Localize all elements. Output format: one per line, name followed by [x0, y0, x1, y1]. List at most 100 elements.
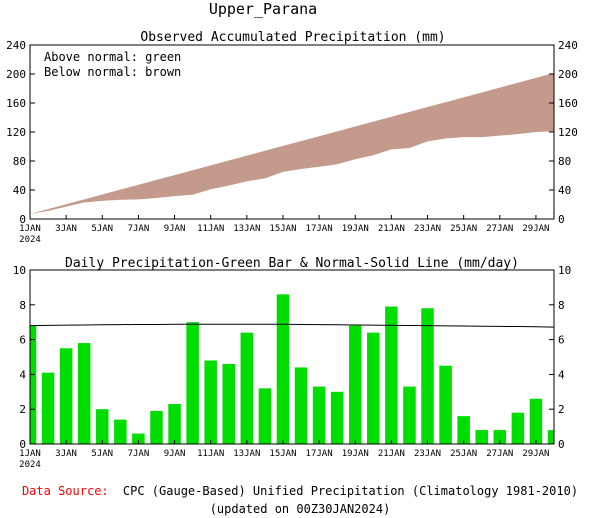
x-tick-label: 21JAN [378, 449, 405, 459]
x-tick-label: 19JAN [342, 449, 369, 459]
x-tick-label: 5JAN [91, 449, 113, 459]
x-tick-label: 23JAN [414, 449, 441, 459]
y-tick-label-left: 240 [6, 39, 26, 52]
accumulated-precipitation-chart: Observed Accumulated Precipitation (mm) … [6, 30, 578, 245]
daily-precipitation-chart: Daily Precipitation-Green Bar & Normal-S… [13, 256, 572, 470]
daily-precip-bar [59, 348, 73, 444]
y-tick-label-left: 200 [6, 68, 26, 81]
y-tick-label-right: 6 [558, 334, 565, 347]
x-tick-label: 15JAN [269, 449, 296, 459]
daily-precip-bar [348, 325, 362, 444]
daily-precip-bar [258, 388, 272, 444]
daily-precip-bar [276, 294, 290, 444]
daily-precip-bar [168, 403, 181, 444]
x-tick-label: 17JAN [306, 224, 333, 234]
daily-precip-bar [204, 360, 217, 444]
x-tick-label: 17JAN [306, 449, 333, 459]
y-tick-label-left: 40 [13, 184, 26, 197]
x-tick-label: 21JAN [378, 224, 405, 234]
accumulated-plot-frame [29, 44, 555, 220]
x-tick-label: 25JAN [450, 449, 477, 459]
y-tick-label-right: 40 [558, 184, 571, 197]
daily-precip-bar [547, 430, 554, 444]
y-tick-label-left: 80 [13, 155, 26, 168]
x-tick-label: 13JAN [233, 449, 260, 459]
x-tick-label: 1JAN [19, 224, 41, 234]
data-source-line: Data Source: CPC (Gauge-Based) Unified P… [22, 484, 578, 498]
daily-precip-bar [77, 343, 91, 444]
page-title: Upper_Parana [209, 0, 317, 18]
daily-precip-bar [114, 419, 127, 444]
y-tick-label-right: 2 [558, 403, 565, 416]
x-tick-label: 29JAN [522, 449, 549, 459]
daily-precip-bar [457, 416, 470, 444]
x-tick-label: 23JAN [414, 224, 441, 234]
daily-precip-bar [240, 332, 254, 444]
x-tick-label: 3JAN [55, 224, 77, 234]
daily-chart-title: Daily Precipitation-Green Bar & Normal-S… [65, 256, 519, 271]
y-tick-label-right: 80 [558, 155, 571, 168]
daily-normal-line [29, 323, 555, 328]
y-tick-label-left: 160 [6, 97, 26, 110]
daily-axis-ticks: 0 0 2 2 4 4 6 6 8 8 10 10 1JAN 3JAN 5JAN 7JAN 9JAN 11JAN 1… [13, 264, 572, 459]
data-source-label: Data Source: [22, 484, 109, 498]
daily-year-label: 2024 [19, 460, 41, 470]
x-tick-label: 7JAN [128, 449, 150, 459]
x-tick-label: 29JAN [522, 224, 549, 234]
legend-below-normal: Below normal: brown [44, 65, 181, 79]
legend-above-normal: Above normal: green [44, 50, 181, 64]
y-tick-label-right: 8 [558, 299, 565, 312]
daily-precip-bar [186, 322, 199, 444]
daily-precip-bar [511, 412, 525, 444]
accumulated-chart-title: Observed Accumulated Precipitation (mm) [140, 30, 445, 45]
daily-precip-bar [367, 332, 380, 444]
y-tick-label-left: 0 [19, 438, 26, 451]
daily-plot-frame [29, 269, 555, 445]
daily-precip-bar [30, 325, 37, 444]
updated-timestamp: (updated on 00Z30JAN2024) [210, 502, 391, 516]
y-tick-label-right: 0 [558, 213, 565, 226]
y-tick-label-right: 10 [558, 264, 571, 277]
daily-precip-bar [222, 363, 236, 444]
data-source-text: CPC (Gauge-Based) Unified Precipitation … [123, 484, 578, 498]
y-tick-label-right: 4 [558, 368, 565, 381]
daily-precip-bar [312, 386, 326, 444]
daily-precip-bar [330, 391, 344, 444]
y-tick-label-right: 120 [558, 126, 578, 139]
x-tick-label: 1JAN [19, 449, 41, 459]
daily-precip-bar [403, 386, 416, 444]
x-tick-label: 19JAN [342, 224, 369, 234]
daily-precip-bar [385, 306, 398, 444]
accumulated-axis-ticks: 0 0 40 40 80 80 120 120 160 160 200 200 240 240 1JAN 3J… [6, 39, 578, 234]
below-normal-area [30, 73, 554, 214]
x-tick-label: 5JAN [91, 224, 113, 234]
x-tick-label: 11JAN [197, 224, 224, 234]
daily-precip-bar [150, 410, 163, 444]
x-tick-label: 15JAN [269, 224, 296, 234]
x-tick-label: 3JAN [55, 449, 77, 459]
y-tick-label-right: 160 [558, 97, 578, 110]
y-tick-label-right: 240 [558, 39, 578, 52]
y-tick-label-left: 120 [6, 126, 26, 139]
x-tick-label: 13JAN [233, 224, 260, 234]
y-tick-label-left: 0 [19, 213, 26, 226]
y-tick-label-left: 2 [19, 403, 26, 416]
y-tick-label-left: 4 [19, 368, 26, 381]
x-tick-label: 27JAN [486, 449, 513, 459]
y-tick-label-left: 8 [19, 299, 26, 312]
x-tick-label: 9JAN [164, 449, 186, 459]
daily-bars [30, 294, 554, 444]
y-tick-label-right: 0 [558, 438, 565, 451]
x-tick-label: 25JAN [450, 224, 477, 234]
daily-precip-bar [421, 308, 434, 444]
x-tick-label: 7JAN [128, 224, 150, 234]
daily-precip-bar [96, 409, 109, 444]
y-tick-label-left: 6 [19, 334, 26, 347]
daily-precip-bar [475, 430, 488, 444]
daily-precip-bar [439, 365, 452, 444]
x-tick-label: 9JAN [164, 224, 186, 234]
daily-precip-bar [529, 398, 543, 444]
daily-precip-bar [493, 430, 507, 444]
x-tick-label: 11JAN [197, 449, 224, 459]
